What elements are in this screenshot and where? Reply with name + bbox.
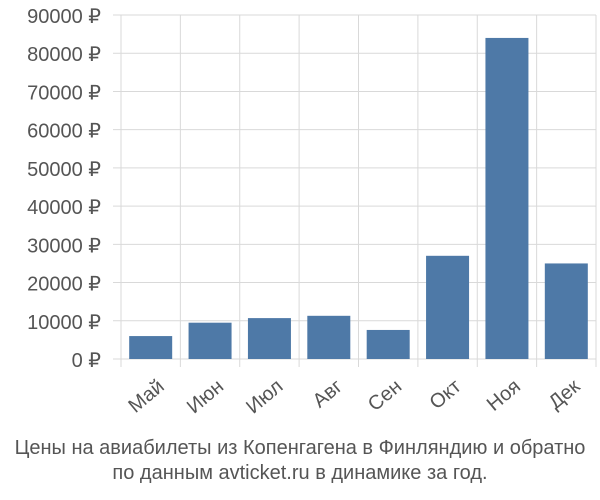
y-tick-label: 30000 ₽ — [27, 235, 101, 257]
y-tick-label: 10000 ₽ — [27, 312, 101, 334]
x-tick-label: Окт — [426, 375, 466, 414]
bar-chart: 0 ₽ 10000 ₽ 20000 ₽ 30000 ₽ 40000 ₽ 50000 ₽ 60… — [27, 6, 597, 418]
x-tick-label: Авг — [309, 375, 347, 412]
y-tick-label: 80000 ₽ — [27, 44, 101, 66]
x-tick-label: Июл — [242, 375, 287, 418]
y-axis-ticks: 0 ₽ 10000 ₽ 20000 ₽ 30000 ₽ 40000 ₽ 50000 ₽ 60… — [27, 6, 101, 372]
bar-1 — [188, 322, 232, 359]
chart-caption-line-1: Цены на авиабилеты из Копенгагена в Финл… — [14, 437, 586, 459]
y-tick-label: 60000 ₽ — [27, 121, 101, 143]
x-tick-label: Июн — [183, 375, 228, 418]
bar-6 — [485, 37, 529, 359]
y-tick-label: 0 ₽ — [72, 350, 102, 372]
bar-2 — [247, 318, 291, 359]
bars — [129, 37, 588, 359]
x-tick-label: Дек — [545, 375, 585, 413]
grid — [113, 14, 597, 367]
chart-caption-line-2: по данным avticket.ru в динамике за год. — [112, 462, 488, 484]
x-tick-label: Ноя — [483, 375, 525, 415]
y-tick-label: 40000 ₽ — [27, 197, 101, 219]
bar-5 — [426, 255, 470, 359]
x-tick-label: Сен — [364, 375, 406, 415]
y-tick-label: 70000 ₽ — [27, 82, 101, 104]
y-tick-label: 50000 ₽ — [27, 159, 101, 181]
bar-4 — [366, 329, 410, 359]
x-axis-ticks: Май Июн Июл Авг Сен Окт Ноя Дек — [124, 375, 584, 418]
y-tick-label: 90000 ₽ — [27, 6, 101, 28]
bar-0 — [129, 336, 173, 359]
bar-7 — [544, 263, 588, 359]
y-tick-label: 20000 ₽ — [27, 274, 101, 296]
x-tick-label: Май — [124, 375, 168, 417]
bar-3 — [307, 315, 351, 359]
